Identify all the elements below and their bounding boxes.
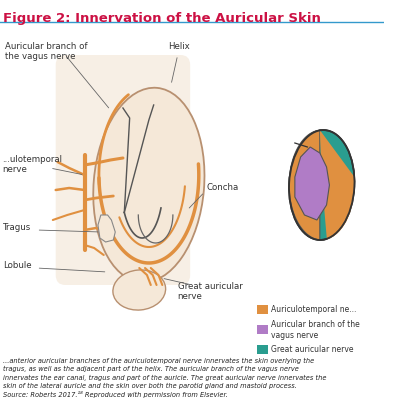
Text: innervates the ear canal, tragus and part of the auricle. The great auricular ne: innervates the ear canal, tragus and par… [3, 374, 326, 380]
Text: ...anterior auricular branches of the auriculotemporal nerve innervates the skin: ...anterior auricular branches of the au… [3, 358, 314, 364]
Polygon shape [320, 130, 354, 239]
Bar [257, 305, 268, 314]
Text: Great auricular nerve: Great auricular nerve [271, 346, 353, 354]
Ellipse shape [113, 270, 166, 310]
Polygon shape [295, 147, 330, 220]
Bar [257, 325, 268, 334]
Ellipse shape [289, 130, 354, 240]
FancyBboxPatch shape [56, 55, 190, 285]
Polygon shape [98, 215, 115, 242]
Text: Auricular branch of
the vagus nerve: Auricular branch of the vagus nerve [5, 42, 87, 61]
Text: Source: Roberts 2017.¹⁸ Reproduced with permission from Elsevier.: Source: Roberts 2017.¹⁸ Reproduced with … [3, 391, 228, 398]
Text: tragus, as well as the adjacent part of the helix. The auricular branch of the v: tragus, as well as the adjacent part of … [3, 366, 299, 372]
Text: Tragus: Tragus [3, 224, 31, 232]
Text: Auriculotemporal ne...: Auriculotemporal ne... [271, 306, 356, 314]
Text: ...ulotemporal
nerve: ...ulotemporal nerve [2, 155, 62, 174]
Text: Great auricular
nerve: Great auricular nerve [178, 282, 242, 302]
Text: Concha: Concha [206, 184, 239, 192]
Text: Figure 2: Innervation of the Auricular Skin: Figure 2: Innervation of the Auricular S… [3, 12, 321, 25]
Bar [257, 345, 268, 354]
Text: Helix: Helix [168, 42, 190, 51]
Polygon shape [289, 130, 327, 240]
Text: Lobule: Lobule [3, 260, 32, 270]
Ellipse shape [93, 88, 204, 282]
Text: skin of the lateral auricle and the skin over both the parotid gland and mastoid: skin of the lateral auricle and the skin… [3, 382, 297, 389]
Text: Auricular branch of the
vagus nerve: Auricular branch of the vagus nerve [271, 320, 360, 340]
